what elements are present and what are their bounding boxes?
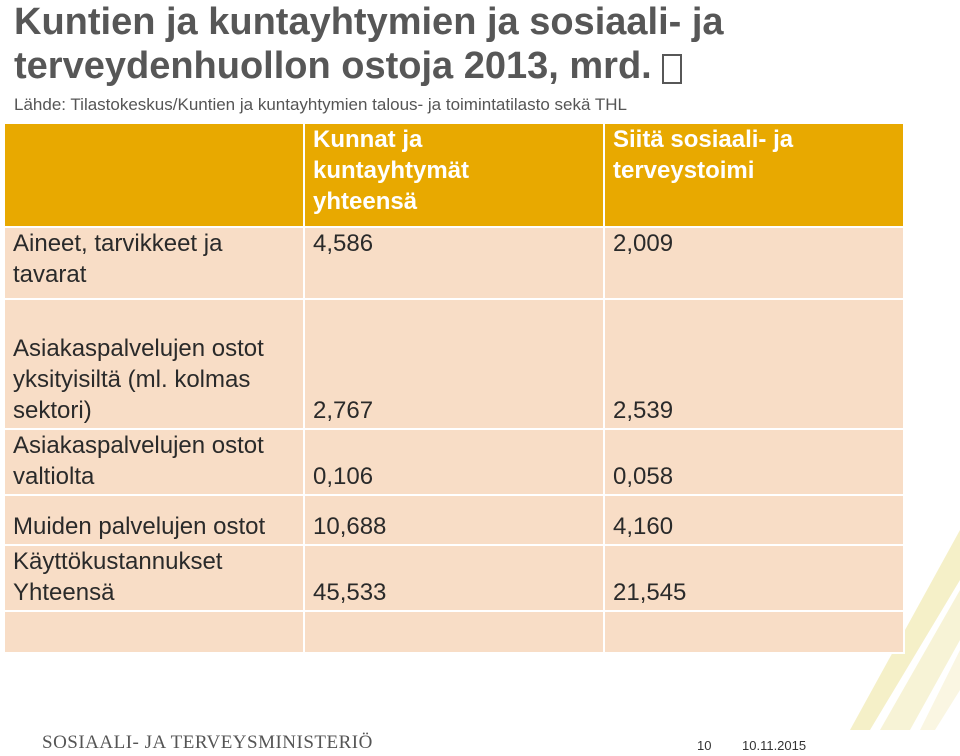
- row-label: Käyttökustannukset Yhteensä: [3, 544, 305, 612]
- header-total: Kunnat ja kuntayhtymät yhteensä: [303, 122, 605, 228]
- header-social-health: Siitä sosiaali- ja terveystoimi: [603, 122, 905, 228]
- euro-sign-icon: [661, 54, 682, 84]
- row-social-health: 21,545: [603, 544, 905, 612]
- header-total-line-1: Kunnat ja: [313, 126, 423, 153]
- row-total: 45,533: [303, 544, 605, 612]
- row-label-line-1: Asiakaspalvelujen ostot: [13, 335, 264, 362]
- row-label: Aineet, tarvikkeet ja tavarat: [3, 226, 305, 300]
- table-row: Asiakaspalvelujen ostot yksityisiltä (ml…: [3, 298, 905, 430]
- row-label: Asiakaspalvelujen ostot valtiolta: [3, 428, 305, 496]
- table-row: Käyttökustannukset Yhteensä 45,533 21,54…: [3, 544, 905, 612]
- row-total: 4,586: [303, 226, 605, 300]
- empty-cell: [3, 610, 305, 654]
- header-empty-cell: [3, 122, 305, 228]
- row-label-line-2: Yhteensä: [13, 579, 115, 606]
- source-note: Lähde: Tilastokeskus/Kuntien ja kuntayht…: [14, 95, 627, 114]
- header-total-line-3: yhteensä: [313, 188, 418, 215]
- title-line-2: terveydenhuollon ostoja 2013, mrd.: [14, 45, 652, 87]
- table-row-empty: [3, 610, 905, 654]
- row-label: Asiakaspalvelujen ostot yksityisiltä (ml…: [3, 298, 305, 430]
- row-label-line-1: Asiakaspalvelujen ostot: [13, 432, 264, 459]
- row-label-line-3: sektori): [13, 397, 92, 424]
- row-label-line-2: tavarat: [13, 261, 87, 288]
- header-social-health-line-2: terveystoimi: [613, 157, 755, 184]
- footer-date: 10.11.2015: [742, 738, 807, 753]
- page-number: 10: [697, 738, 712, 753]
- row-social-health: 2,539: [603, 298, 905, 430]
- row-total: 2,767: [303, 298, 605, 430]
- ministry-logo-text: SOSIAALI- JA TERVEYSMINISTERIÖ: [42, 732, 373, 753]
- header-total-line-2: kuntayhtymät: [313, 157, 470, 184]
- row-label-line-1: Aineet, tarvikkeet ja: [13, 230, 223, 257]
- header-social-health-line-1: Siitä sosiaali- ja: [613, 126, 794, 153]
- row-label: Muiden palvelujen ostot: [3, 494, 305, 546]
- table-row: Asiakaspalvelujen ostot valtiolta 0,106 …: [3, 428, 905, 496]
- slide-title: Kuntien ja kuntayhtymien ja sosiaali- ja…: [14, 0, 724, 88]
- empty-cell: [603, 610, 905, 654]
- title-line-1: Kuntien ja kuntayhtymien ja sosiaali- ja: [14, 1, 724, 43]
- table-header-row: Kunnat ja kuntayhtymät yhteensä Siitä so…: [3, 122, 905, 228]
- row-total: 10,688: [303, 494, 605, 546]
- purchases-table: Kunnat ja kuntayhtymät yhteensä Siitä so…: [3, 122, 905, 654]
- row-social-health: 4,160: [603, 494, 905, 546]
- decorative-stripes: [850, 530, 960, 730]
- table-row: Muiden palvelujen ostot 10,688 4,160: [3, 494, 905, 546]
- row-social-health: 2,009: [603, 226, 905, 300]
- row-label-line-1: Käyttökustannukset: [13, 548, 223, 575]
- table-row: Aineet, tarvikkeet ja tavarat 4,586 2,00…: [3, 226, 905, 300]
- empty-cell: [303, 610, 605, 654]
- row-label-line-2: yksityisiltä (ml. kolmas: [13, 366, 251, 393]
- row-social-health: 0,058: [603, 428, 905, 496]
- row-total: 0,106: [303, 428, 605, 496]
- row-label-line-2: valtiolta: [13, 463, 95, 490]
